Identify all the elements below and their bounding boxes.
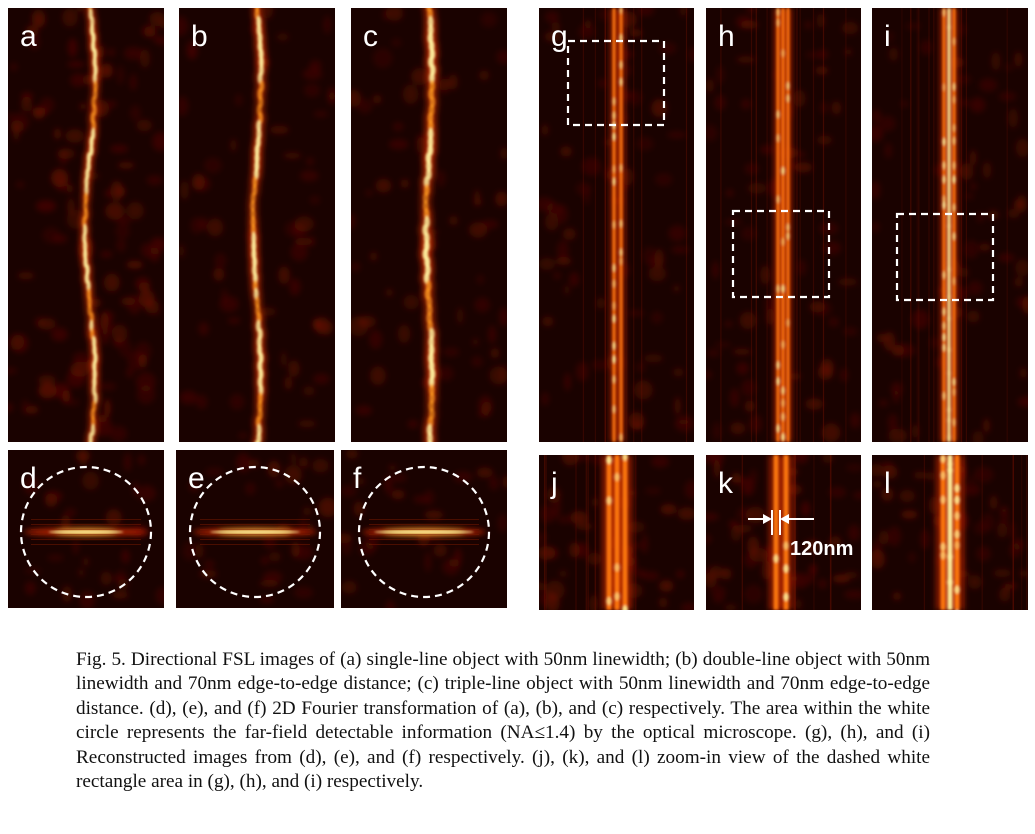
panel-label-g: g (551, 20, 568, 53)
panel-b-double-line-image: b (179, 8, 335, 442)
panel-d-fourier-transform: d (8, 450, 164, 608)
panel-label-a: a (20, 20, 37, 53)
panel-k-zoom-in: k 120nm (706, 455, 861, 610)
panel-c-triple-line-image: c (351, 8, 507, 442)
panel-h-graphic (706, 8, 861, 442)
panel-e-graphic (176, 450, 334, 608)
panel-label-b: b (191, 20, 208, 53)
panel-h-reconstructed-image: h (706, 8, 861, 442)
panel-label-h: h (718, 20, 735, 53)
figure-caption: Fig. 5. Directional FSL images of (a) si… (76, 649, 930, 793)
panel-j-zoom-in: j (539, 455, 694, 610)
panel-label-l: l (884, 467, 891, 500)
scale-bar-label: 120nm (790, 538, 854, 560)
panel-a-single-line-image: a (8, 8, 164, 442)
panel-c-graphic (351, 8, 507, 442)
panel-label-i: i (884, 20, 891, 53)
panel-g-graphic (539, 8, 694, 442)
panel-g-reconstructed-image: g (539, 8, 694, 442)
panel-f-fourier-transform: f (341, 450, 507, 608)
panel-k-graphic (706, 455, 861, 610)
panel-l-graphic (872, 455, 1028, 610)
panel-label-d: d (20, 462, 37, 495)
panel-label-e: e (188, 462, 205, 495)
panel-e-fourier-transform: e (176, 450, 334, 608)
panel-j-graphic (539, 455, 694, 610)
panel-l-zoom-in: l (872, 455, 1028, 610)
panel-a-graphic (8, 8, 164, 442)
panel-f-graphic (341, 450, 507, 608)
panel-label-k: k (718, 467, 733, 500)
panel-label-c: c (363, 20, 378, 53)
panel-i-reconstructed-image: i (872, 8, 1028, 442)
panel-d-graphic (8, 450, 164, 608)
panel-label-j: j (551, 467, 558, 500)
panel-i-graphic (872, 8, 1028, 442)
panel-label-f: f (353, 462, 362, 495)
panel-b-graphic (179, 8, 335, 442)
